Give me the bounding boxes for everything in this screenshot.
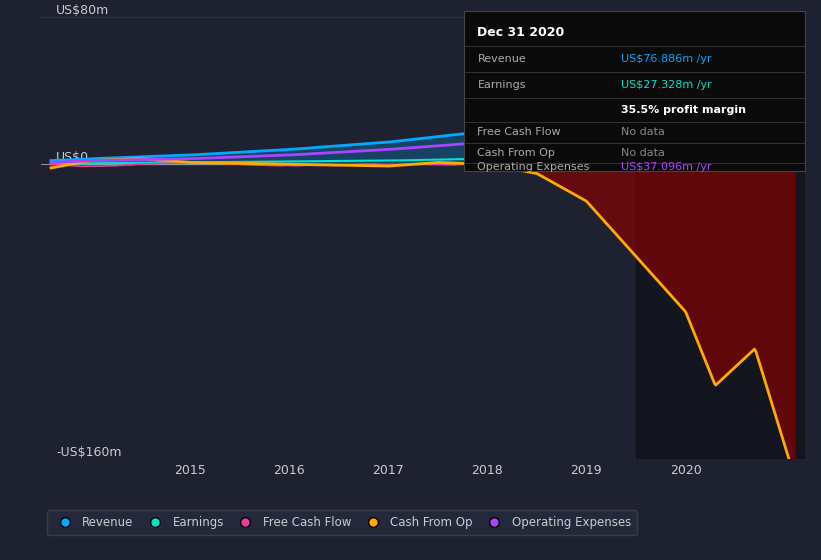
Text: Cash From Op: Cash From Op: [478, 148, 555, 158]
FancyBboxPatch shape: [464, 11, 805, 171]
Text: US$80m: US$80m: [56, 4, 109, 17]
Text: No data: No data: [621, 148, 664, 158]
Text: Dec 31 2020: Dec 31 2020: [478, 26, 565, 39]
Text: No data: No data: [621, 128, 664, 138]
Text: Earnings: Earnings: [478, 80, 526, 90]
Legend: Revenue, Earnings, Free Cash Flow, Cash From Op, Operating Expenses: Revenue, Earnings, Free Cash Flow, Cash …: [47, 510, 637, 535]
Text: 35.5% profit margin: 35.5% profit margin: [621, 105, 745, 115]
Text: US$0: US$0: [56, 151, 89, 164]
Bar: [636, 17, 805, 459]
Text: US$37.096m /yr: US$37.096m /yr: [621, 162, 711, 172]
Text: -US$160m: -US$160m: [56, 446, 122, 459]
Text: US$76.886m /yr: US$76.886m /yr: [621, 54, 711, 64]
Text: Operating Expenses: Operating Expenses: [478, 162, 589, 172]
Text: US$27.328m /yr: US$27.328m /yr: [621, 80, 711, 90]
Text: Free Cash Flow: Free Cash Flow: [478, 128, 561, 138]
Text: Revenue: Revenue: [478, 54, 526, 64]
